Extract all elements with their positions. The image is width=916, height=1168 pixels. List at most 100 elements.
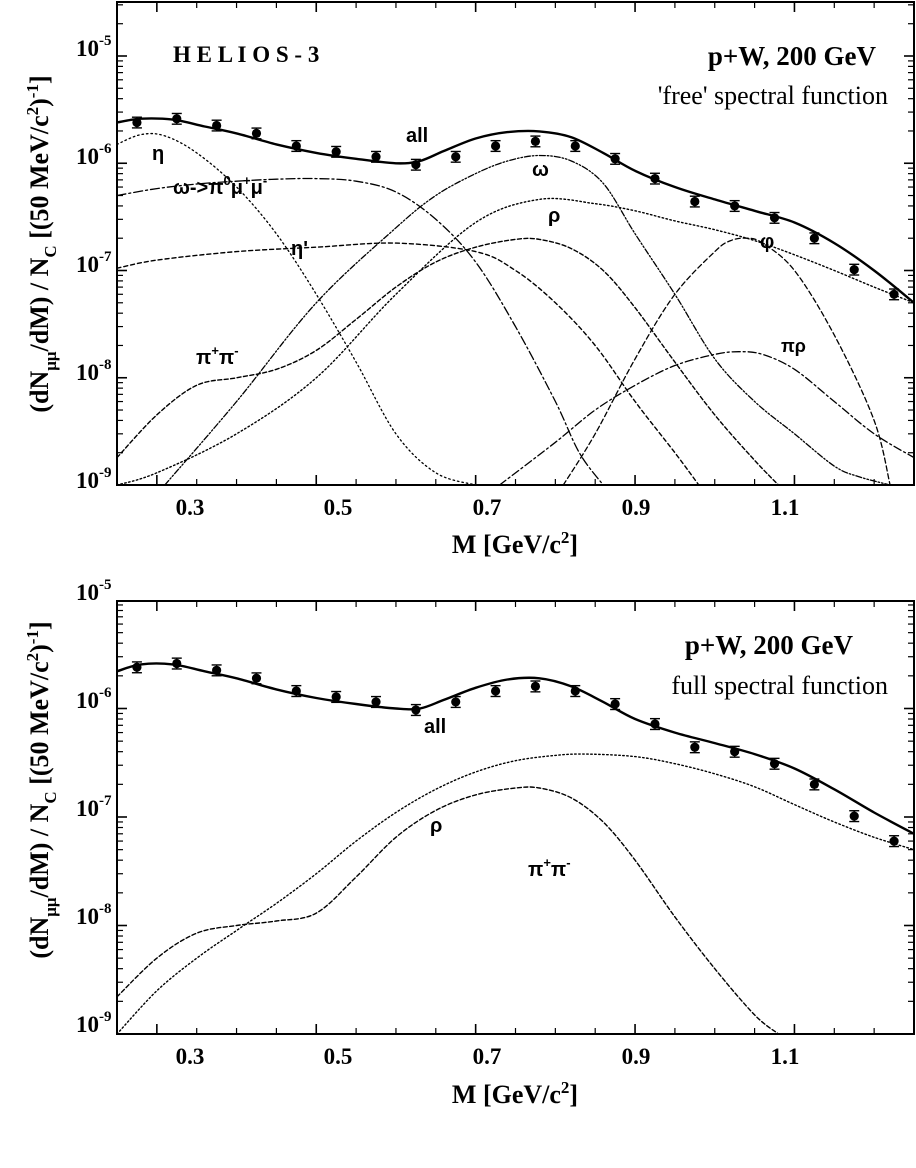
- data-marker: [650, 719, 660, 729]
- top-annotation-spectral: 'free' spectral function: [658, 81, 888, 110]
- top-label-rho: ρ: [548, 205, 560, 227]
- bottom-data-point: [889, 835, 900, 848]
- bottom-ytick-label: 10-8: [76, 901, 112, 929]
- top-curve-eta-prime: [117, 242, 700, 485]
- top-label-phi: φ: [760, 231, 774, 253]
- data-marker: [172, 658, 182, 669]
- top-curve-pirho: [498, 351, 914, 485]
- data-marker: [849, 264, 859, 275]
- bottom-ytick-label: 10-7: [76, 793, 112, 821]
- bottom-label-all: all: [424, 716, 446, 738]
- bottom-data-point: [450, 695, 461, 709]
- top-data-point: [291, 139, 302, 153]
- top-data-point: [610, 152, 621, 165]
- data-marker: [650, 173, 660, 184]
- top-minor-ticks: [116, 2, 915, 486]
- top-data-point: [450, 150, 461, 163]
- top-ytick-label: 10-6: [76, 141, 112, 169]
- top-data-point: [649, 172, 660, 185]
- data-marker: [371, 697, 381, 707]
- bottom-label-pipi: π+π-: [528, 855, 571, 881]
- top-xtick-label: 0.3: [176, 495, 205, 520]
- top-curve-pipi: [117, 237, 780, 485]
- top-curve-omega-dalitz: [117, 177, 604, 485]
- top-data-point: [490, 139, 501, 153]
- top-data-point: [889, 288, 900, 301]
- top-xtick-label: 0.7: [473, 495, 502, 520]
- bottom-curves: [117, 662, 914, 1034]
- bottom-ytick-label: 10-5: [76, 577, 112, 605]
- bottom-data-point: [570, 684, 581, 698]
- data-marker: [291, 686, 301, 696]
- bottom-data-point: [809, 778, 820, 791]
- data-marker: [331, 147, 341, 157]
- data-marker: [490, 686, 501, 696]
- bottom-y-axis-title: (dNμμ/dM) / NC [(50 MeV/c2)-1]: [23, 621, 60, 958]
- top-curve-omega: [164, 154, 891, 485]
- data-marker: [570, 686, 580, 696]
- top-data-point: [729, 199, 740, 213]
- data-marker: [610, 699, 620, 709]
- top-label-omega: ω: [532, 159, 549, 181]
- top-annotation-system: p+W, 200 GeV: [708, 41, 877, 71]
- data-marker: [809, 779, 819, 789]
- data-marker: [291, 141, 301, 151]
- bottom-x-axis-title: M [GeV/c2]: [452, 1078, 578, 1109]
- bottom-curve-pipi: [117, 786, 780, 1034]
- top-curve-eta: [117, 132, 477, 485]
- data-marker: [490, 141, 501, 151]
- top-data-points: [131, 112, 900, 301]
- top-xtick-label: 1.1: [771, 495, 800, 520]
- data-marker: [769, 759, 780, 769]
- panel-bottom: 0.3 0.5 0.7 0.9 1.1 10-9 10-8 10-7 10-6 …: [23, 577, 915, 1109]
- bottom-plot-frame: [116, 600, 915, 1035]
- bottom-data-point: [610, 697, 621, 711]
- top-ytick-label: 10-9: [76, 465, 112, 493]
- top-xtick-label: 0.5: [324, 495, 353, 520]
- top-data-point: [809, 232, 820, 245]
- bottom-data-point: [410, 703, 421, 717]
- data-marker: [212, 665, 222, 675]
- bottom-xtick-label: 0.5: [324, 1044, 353, 1069]
- data-marker: [769, 213, 780, 223]
- top-data-point: [530, 135, 541, 148]
- bottom-annotation-spectral: full spectral function: [671, 671, 888, 700]
- bottom-data-point: [490, 684, 501, 698]
- bottom-data-point: [251, 672, 262, 685]
- data-marker: [331, 692, 341, 702]
- bottom-data-points: [131, 657, 900, 848]
- top-label-eta: η: [152, 143, 164, 165]
- top-curve-phi: [562, 237, 891, 485]
- data-marker: [610, 154, 620, 164]
- data-marker: [251, 128, 262, 138]
- top-label-eta-prime: η': [291, 238, 308, 260]
- top-data-point: [689, 195, 700, 208]
- data-marker: [132, 117, 142, 128]
- bottom-data-point: [530, 680, 541, 693]
- data-marker: [411, 160, 421, 170]
- top-data-point: [371, 150, 382, 163]
- top-ytick-label: 10-8: [76, 357, 112, 385]
- bottom-xtick-label: 0.3: [176, 1044, 205, 1069]
- bottom-data-point: [689, 741, 700, 754]
- data-marker: [451, 152, 461, 162]
- bottom-data-point: [769, 757, 780, 770]
- data-marker: [730, 747, 740, 757]
- top-label-omega-dalitz: ω->π0μ+μ-: [173, 173, 267, 199]
- top-data-point: [570, 139, 581, 153]
- top-label-all: all: [406, 125, 428, 147]
- top-label-pirho: πρ: [781, 336, 806, 356]
- top-curve-all: [117, 117, 914, 304]
- top-plot-frame: [116, 1, 915, 486]
- top-xtick-label: 0.9: [622, 495, 651, 520]
- bottom-minor-ticks: [116, 601, 915, 1035]
- top-data-point: [769, 211, 780, 224]
- data-marker: [889, 289, 899, 299]
- top-curve-rho: [117, 197, 914, 485]
- panel-top: 0.3 0.5 0.7 0.9 1.1 10-9 10-8 10-7 10-6 …: [23, 1, 915, 559]
- bottom-data-point: [131, 661, 142, 674]
- top-ytick-label: 10-5: [76, 33, 112, 61]
- data-marker: [371, 152, 381, 162]
- data-marker: [212, 120, 222, 131]
